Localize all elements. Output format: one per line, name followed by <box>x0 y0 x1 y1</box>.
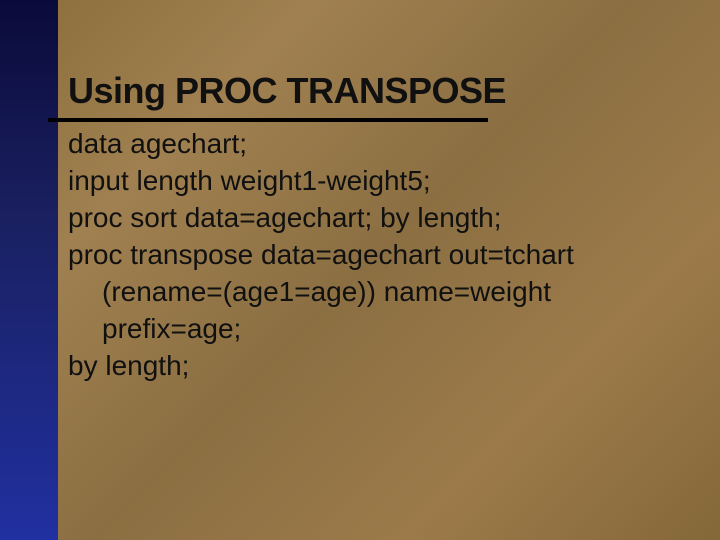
code-line: data agechart; <box>68 126 690 163</box>
code-line: proc transpose data=agechart out=tchart <box>68 237 690 274</box>
code-block: data agechart;input length weight1-weigh… <box>68 126 690 385</box>
code-line: proc sort data=agechart; by length; <box>68 200 690 237</box>
code-line: by length; <box>68 348 690 385</box>
code-line: prefix=age; <box>68 311 690 348</box>
slide-content: Using PROC TRANSPOSE data agechart;input… <box>58 0 720 540</box>
title-underline <box>48 118 488 122</box>
slide-title: Using PROC TRANSPOSE <box>48 70 690 112</box>
code-line: input length weight1-weight5; <box>68 163 690 200</box>
code-line: (rename=(age1=age)) name=weight <box>68 274 690 311</box>
